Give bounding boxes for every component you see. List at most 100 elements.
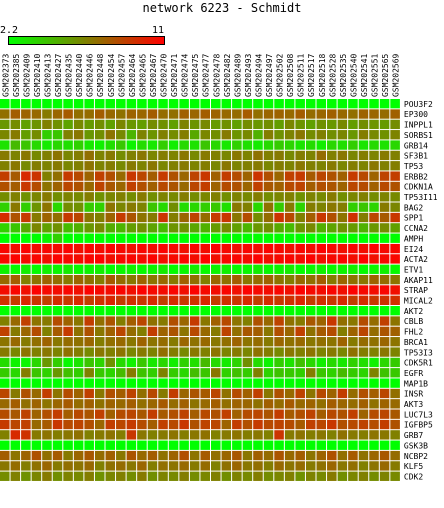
heatmap-cell [137, 181, 147, 192]
row-label: ACTA2 [404, 255, 428, 264]
heatmap-cell [126, 388, 137, 399]
heatmap-cell [253, 212, 263, 223]
heatmap-cell [369, 140, 379, 150]
heatmap-cell [42, 306, 52, 316]
heatmap-cell [116, 357, 126, 368]
heatmap-cell [168, 181, 179, 192]
heatmap-cell [73, 140, 84, 150]
heatmap-cell [295, 388, 305, 399]
heatmap-cell [253, 347, 263, 357]
heatmap-cell [379, 409, 390, 419]
column-label: GSM202440 [75, 53, 84, 97]
heatmap-cell [63, 181, 73, 192]
heatmap-cell [348, 337, 358, 347]
heatmap-cell [126, 161, 137, 171]
heatmap-cell [147, 357, 158, 368]
heatmap-cell [158, 161, 168, 171]
heatmap-cell [116, 99, 126, 109]
row-label: POU3F2 [404, 100, 433, 109]
heatmap-cell [221, 150, 232, 161]
heatmap-cell [316, 347, 327, 357]
heatmap-cell [337, 243, 348, 254]
heatmap-cell [211, 150, 221, 161]
heatmap-cell [126, 212, 137, 223]
heatmap-cell [253, 461, 263, 471]
chart-title: network 6223 - Schmidt [142, 1, 302, 15]
heatmap-cell [274, 347, 284, 357]
heatmap-cell [168, 368, 179, 378]
row-label: LUC7L3 [404, 410, 433, 419]
heatmap-cell [147, 399, 158, 409]
column-label: GSM202551 [371, 53, 380, 97]
heatmap-cell [31, 357, 42, 368]
heatmap-cell [211, 399, 221, 409]
heatmap-cell [348, 430, 358, 440]
heatmap-cell [337, 130, 348, 140]
heatmap-cell [358, 378, 369, 388]
heatmap-cell [0, 368, 10, 378]
heatmap-cell [379, 306, 390, 316]
heatmap-cell [274, 440, 284, 450]
heatmap-cell [116, 440, 126, 450]
heatmap-cell [327, 192, 337, 202]
heatmap-cell [94, 171, 105, 181]
heatmap-cell [316, 337, 327, 347]
heatmap-cell [31, 274, 42, 285]
heatmap-cell [63, 161, 73, 171]
heatmap-cell [295, 119, 305, 130]
heatmap-cell [242, 192, 253, 202]
heatmap-cell [158, 285, 168, 295]
heatmap-cell [0, 243, 10, 254]
heatmap-cell [116, 181, 126, 192]
heatmap-cell [189, 306, 200, 316]
heatmap-cell [337, 109, 348, 119]
heatmap-cell [232, 419, 242, 430]
heatmap-cell [21, 409, 31, 419]
heatmap-cell [84, 368, 94, 378]
heatmap-cell [147, 119, 158, 130]
heatmap-cell [305, 316, 316, 326]
heatmap-cell [242, 202, 253, 212]
heatmap-cell [105, 409, 116, 419]
heatmap-cell [327, 150, 337, 161]
heatmap-cell [305, 450, 316, 461]
heatmap-cell [179, 316, 189, 326]
heatmap-cell [116, 326, 126, 337]
heatmap-cell [337, 254, 348, 264]
heatmap-cell [168, 264, 179, 274]
heatmap-cell [253, 181, 263, 192]
heatmap-cell [284, 274, 295, 285]
heatmap-cell [116, 450, 126, 461]
heatmap-cell [179, 171, 189, 181]
heatmap-cell [84, 399, 94, 409]
heatmap-cell [253, 430, 263, 440]
heatmap-cell [390, 368, 400, 378]
heatmap-cell [0, 109, 10, 119]
heatmap-cell [105, 161, 116, 171]
heatmap-cell [379, 471, 390, 481]
heatmap-cell [42, 119, 52, 130]
heatmap-cell [316, 419, 327, 430]
heatmap-cell [10, 326, 21, 337]
column-label: GSM202541 [360, 53, 369, 97]
heatmap-cell [390, 119, 400, 130]
heatmap-cell [200, 357, 210, 368]
heatmap-cell [73, 450, 84, 461]
heatmap-cell [327, 368, 337, 378]
heatmap-cell [274, 285, 284, 295]
heatmap-cell [274, 140, 284, 150]
heatmap-cell [21, 440, 31, 450]
heatmap-cell [358, 274, 369, 285]
heatmap-cell [253, 295, 263, 305]
heatmap-cell [116, 119, 126, 130]
heatmap-cell [305, 212, 316, 223]
heatmap-cell [211, 181, 221, 192]
heatmap-cell [211, 140, 221, 150]
heatmap-cell [253, 368, 263, 378]
heatmap-cell [73, 295, 84, 305]
heatmap-cell [94, 419, 105, 430]
heatmap-cell [31, 471, 42, 481]
heatmap-cell [274, 409, 284, 419]
heatmap-cell [126, 285, 137, 295]
heatmap-cell [253, 233, 263, 243]
